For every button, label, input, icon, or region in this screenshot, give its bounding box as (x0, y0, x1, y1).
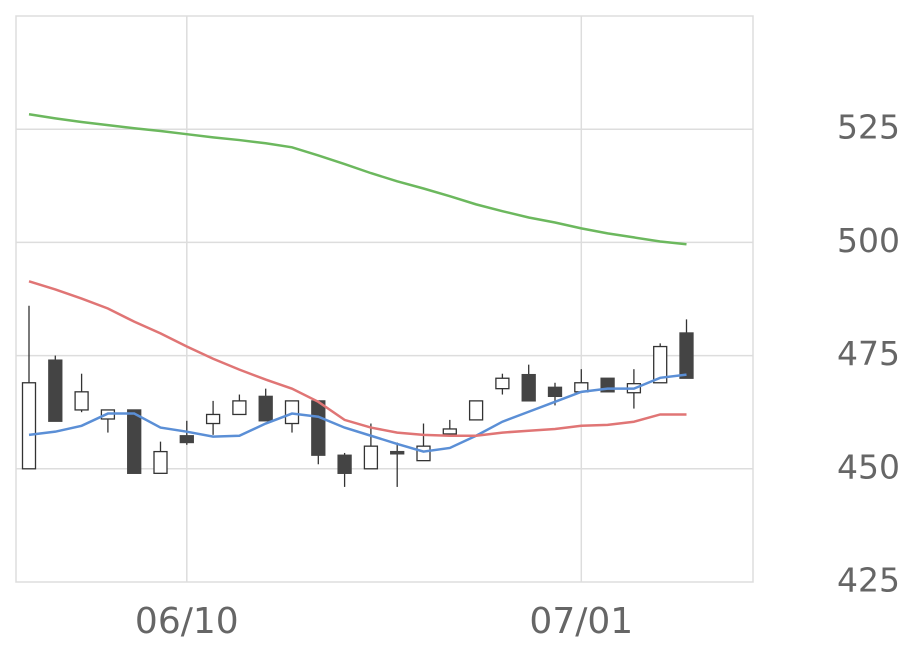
moving-average-line (28, 280, 687, 437)
candle-body (205, 413, 221, 425)
candle-body (363, 445, 379, 470)
x-tick-label: 07/01 (529, 601, 633, 642)
candle-body (311, 400, 326, 456)
candle-body (416, 445, 431, 462)
candle-body (337, 454, 352, 474)
moving-average-line (28, 113, 687, 246)
plot-frame (15, 15, 754, 583)
candle-body (74, 391, 89, 411)
y-tick-label: 525 (837, 108, 900, 147)
candle-body (153, 450, 168, 474)
candle-body (21, 382, 37, 470)
y-tick-label: 500 (837, 221, 900, 260)
candle-body (390, 450, 405, 455)
candle-body (48, 359, 63, 422)
candle-body (284, 400, 300, 425)
candle-body (521, 373, 536, 402)
candle-body (127, 409, 142, 474)
candle-body (468, 400, 484, 421)
candle-body (547, 386, 563, 398)
y-tick-label: 475 (837, 334, 900, 373)
x-tick-label: 06/10 (135, 601, 239, 642)
candle-body (653, 345, 668, 384)
y-tick-label: 425 (837, 561, 900, 600)
moving-average-line (28, 373, 687, 453)
candle-body (679, 332, 694, 379)
candle-body (232, 400, 247, 416)
candle-body (442, 428, 457, 435)
candle-body (495, 377, 510, 390)
candle-body (258, 395, 273, 422)
y-tick-label: 450 (837, 447, 900, 486)
candle-body (179, 435, 194, 444)
